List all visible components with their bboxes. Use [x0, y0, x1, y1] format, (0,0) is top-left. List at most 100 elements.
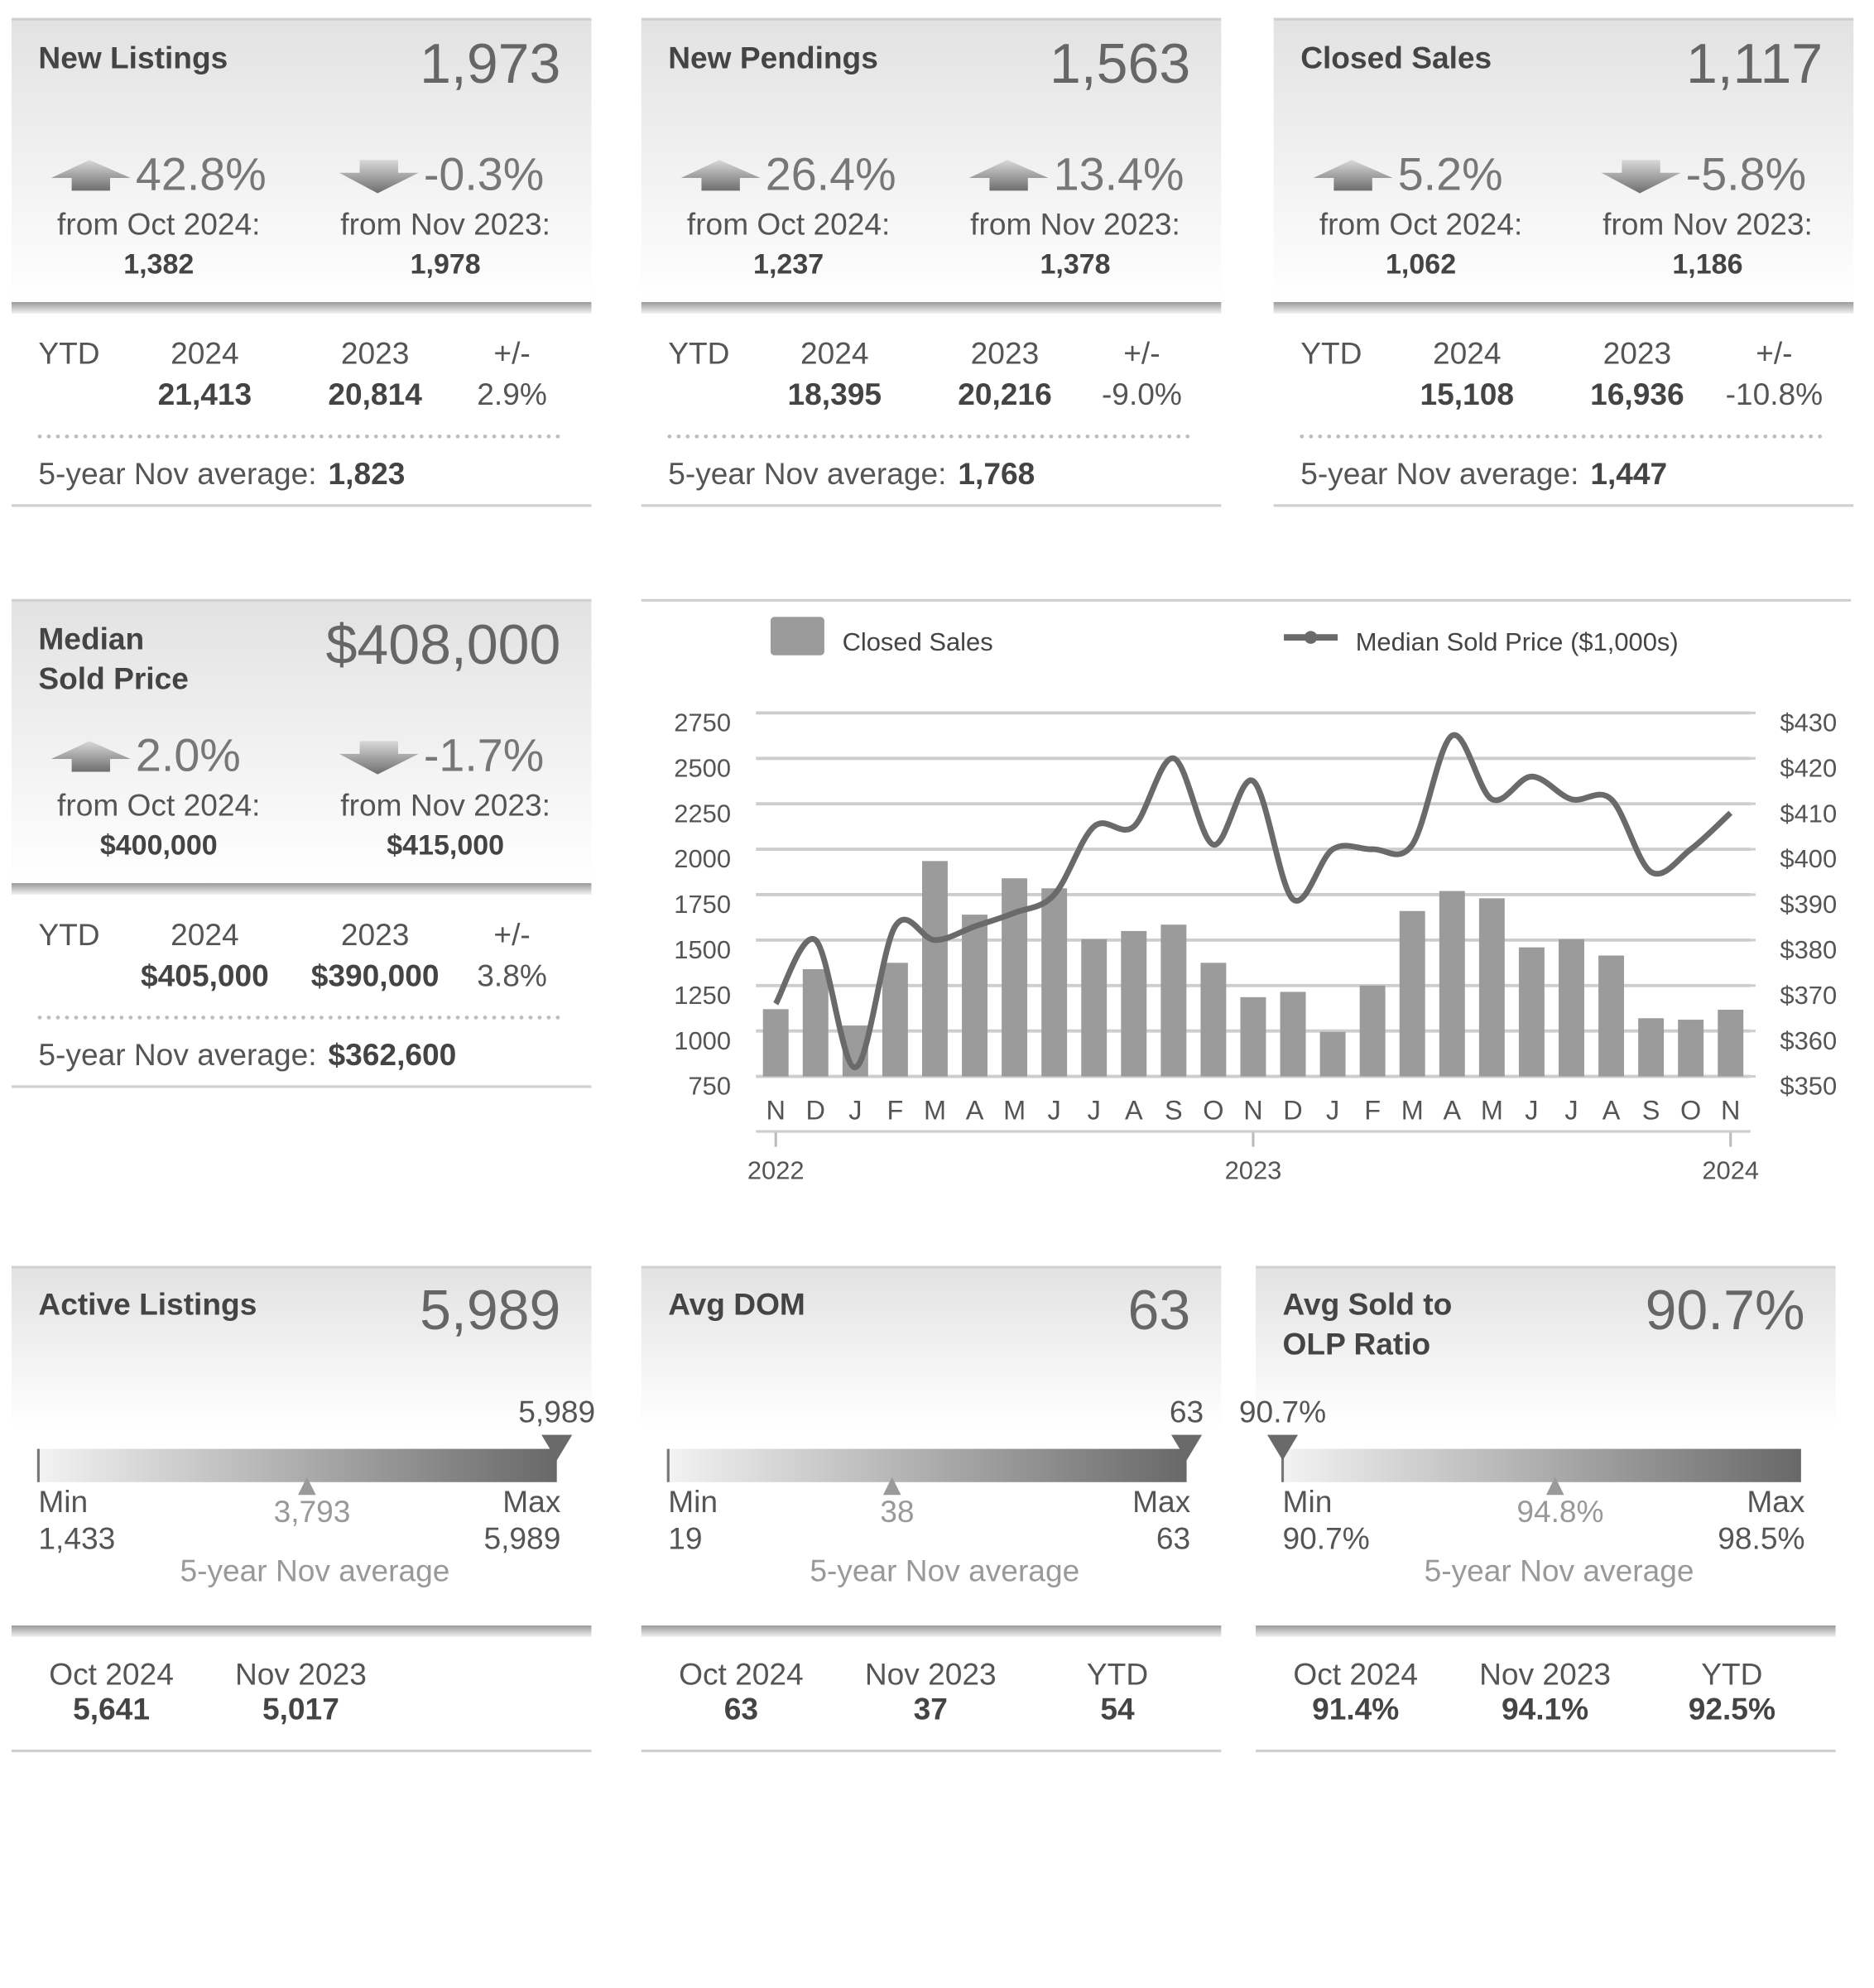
- x-tick-label: N: [1721, 1095, 1740, 1125]
- ytd-value: -9.0%: [1102, 377, 1182, 411]
- ytd-value: 18,395: [788, 377, 882, 411]
- x-tick-label: J: [848, 1095, 862, 1125]
- x-tick-label: N: [766, 1095, 785, 1125]
- change-prior: 1,978: [411, 249, 481, 281]
- change-label: from Nov 2023:: [340, 207, 550, 242]
- y-tick-label: 2000: [674, 844, 731, 873]
- card-title: OLP Ratio: [1283, 1327, 1431, 1361]
- change-label: from Nov 2023:: [970, 207, 1180, 242]
- footer-value: 94.1%: [1502, 1691, 1588, 1726]
- footer-label: Nov 2023: [865, 1657, 997, 1692]
- card-separator: [11, 883, 592, 895]
- card-title: Avg Sold to: [1283, 1287, 1453, 1322]
- change-label: from Nov 2023:: [340, 788, 550, 823]
- x-tick-label: A: [1125, 1095, 1143, 1125]
- card-title: New Pendings: [668, 40, 878, 74]
- x-tick-label: A: [966, 1095, 984, 1125]
- ytd-header: 2023: [1603, 336, 1672, 371]
- card-value: 90.7%: [1646, 1279, 1805, 1342]
- x-tick-label: J: [1525, 1095, 1538, 1125]
- ytd-header: +/-: [1123, 336, 1160, 371]
- gauge-bar: [1282, 1448, 1801, 1482]
- max-value: 98.5%: [1718, 1521, 1804, 1556]
- ytd-value: 21,413: [158, 377, 252, 411]
- ytd-header: YTD: [38, 336, 99, 371]
- bar: [1081, 939, 1108, 1077]
- bar: [802, 969, 829, 1077]
- bar: [1598, 955, 1625, 1077]
- min-label: Min: [668, 1484, 718, 1519]
- ytd-value: $405,000: [141, 958, 269, 992]
- average-label: 94.8%: [1516, 1494, 1603, 1529]
- change-label: from Oct 2024:: [57, 788, 260, 823]
- x-tick-label: F: [1364, 1095, 1381, 1125]
- y2-tick-label: $380: [1780, 935, 1837, 964]
- x-tick-label: F: [887, 1095, 903, 1125]
- footer-value: 37: [914, 1691, 948, 1726]
- line: [773, 732, 1733, 1071]
- ytd-header: 2024: [800, 336, 869, 371]
- min-label: Min: [1283, 1484, 1333, 1519]
- average-marker: [1545, 1477, 1564, 1496]
- average-value: 1,768: [958, 456, 1035, 491]
- x-tick-label: D: [806, 1095, 825, 1125]
- bar: [962, 915, 987, 1077]
- ytd-header: 2024: [171, 917, 239, 952]
- max-label: Max: [1132, 1484, 1191, 1519]
- average-label: 5-year Nov average:: [1300, 456, 1578, 491]
- current-label: 90.7%: [1239, 1395, 1326, 1429]
- y-tick-label: 2750: [674, 708, 731, 737]
- arrow-up: [50, 741, 131, 772]
- gauge-bar: [668, 1448, 1187, 1482]
- average-label: 5-year Nov average:: [668, 456, 946, 491]
- footer-value: 54: [1100, 1691, 1135, 1726]
- change-prior: 1,382: [123, 249, 194, 281]
- footer-value: 5,641: [73, 1691, 150, 1726]
- card-separator: [1273, 301, 1854, 314]
- x-tick-label: O: [1203, 1095, 1223, 1125]
- arrow-up: [50, 160, 131, 191]
- year-label: 2022: [747, 1156, 805, 1185]
- ytd-header: 2023: [971, 336, 1040, 371]
- y2-tick-label: $390: [1780, 890, 1837, 919]
- x-tick-label: S: [1165, 1095, 1183, 1125]
- x-tick-label: S: [1642, 1095, 1660, 1125]
- current-label: 63: [1170, 1395, 1204, 1429]
- change-prior: 1,186: [1672, 249, 1742, 281]
- x-tick-label: N: [1243, 1095, 1262, 1125]
- card-header: [1256, 1266, 1836, 1428]
- bar: [1160, 924, 1187, 1077]
- average-value: 1,823: [329, 456, 406, 491]
- ytd-header: 2024: [1433, 336, 1502, 371]
- change-percent: 5.2%: [1398, 149, 1503, 200]
- change-prior: 1,378: [1040, 249, 1110, 281]
- legend-label: Median Sold Price ($1,000s): [1356, 627, 1679, 656]
- card-title: Median: [38, 622, 144, 656]
- min-value: 90.7%: [1283, 1521, 1370, 1556]
- card-separator: [641, 301, 1222, 314]
- ytd-header: 2023: [341, 917, 410, 952]
- y2-tick-label: $350: [1780, 1072, 1837, 1101]
- change-prior: $400,000: [100, 830, 218, 862]
- ytd-header: YTD: [668, 336, 729, 371]
- gauge-caption: 5-year Nov average: [1425, 1553, 1694, 1587]
- change-percent: 13.4%: [1054, 149, 1184, 200]
- y2-tick-label: $400: [1780, 844, 1837, 873]
- footer-value: 91.4%: [1312, 1691, 1399, 1726]
- card-title: Active Listings: [38, 1287, 257, 1322]
- card-title: Closed Sales: [1300, 40, 1492, 74]
- gauge-bar: [38, 1448, 557, 1482]
- change-label: from Oct 2024:: [687, 207, 890, 242]
- bar: [1319, 1031, 1346, 1077]
- ytd-value: 15,108: [1420, 377, 1514, 411]
- x-tick-label: O: [1680, 1095, 1701, 1125]
- ytd-value: 2.9%: [477, 377, 547, 411]
- average-value: 1,447: [1590, 456, 1667, 491]
- bar: [1559, 939, 1584, 1077]
- ytd-header: 2023: [341, 336, 410, 371]
- y-tick-label: 750: [688, 1072, 731, 1101]
- arrow-up: [968, 160, 1049, 191]
- average-label: 3,793: [274, 1494, 351, 1529]
- gauge-caption: 5-year Nov average: [180, 1553, 449, 1587]
- footer-value: 92.5%: [1689, 1691, 1775, 1726]
